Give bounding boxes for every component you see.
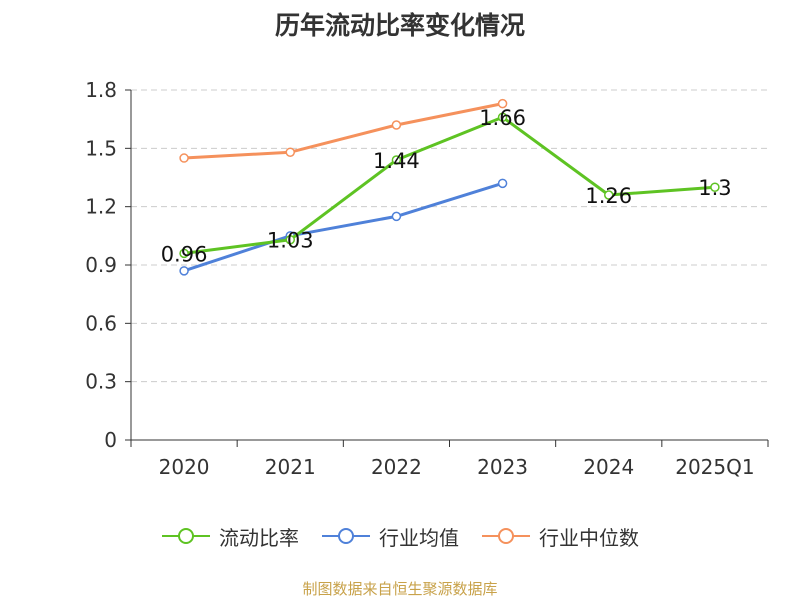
legend-item-industry-mean[interactable]: 行业均值 — [321, 522, 459, 551]
legend-marker-icon — [322, 528, 370, 544]
data-point — [497, 98, 508, 109]
series-line — [184, 102, 503, 160]
data-label: 1.3 — [698, 176, 731, 200]
legend-marker-icon — [162, 528, 210, 544]
y-tick-label: 0.9 — [85, 253, 117, 277]
data-label: 1.26 — [585, 184, 632, 208]
data-point — [497, 112, 508, 122]
y-tick-label: 0.6 — [85, 311, 117, 335]
y-tick-label: 1.2 — [85, 195, 117, 219]
x-tick-label: 2024 — [583, 455, 634, 479]
y-tick-label: 1.8 — [85, 78, 117, 102]
data-source-note: 制图数据来自恒生聚源数据库 — [302, 580, 498, 598]
data-point — [179, 248, 189, 259]
data-point — [179, 153, 189, 163]
data-point — [391, 120, 402, 130]
data-point — [179, 266, 189, 276]
data-label: 1.44 — [373, 149, 420, 173]
data-label: 1.66 — [479, 106, 526, 130]
y-tick-label: 0 — [104, 428, 117, 452]
y-tick-label: 0.3 — [85, 370, 117, 394]
series-line — [183, 115, 716, 255]
data-point — [285, 147, 295, 157]
data-point — [391, 211, 402, 222]
series-line — [183, 181, 504, 273]
grid-layer — [131, 89, 768, 383]
data-point — [285, 234, 295, 245]
x-tick-label: 2025Q1 — [675, 455, 754, 479]
legend-label: 行业中位数 — [539, 525, 639, 550]
data-point — [710, 182, 720, 192]
x-tick-label: 2022 — [371, 455, 422, 479]
axis-layer: 0 0.3 0.6 0.9 1.2 1.5 1.8 2020 2021 2022 2023 2024 2… — [85, 78, 769, 479]
y-tick-label: 1.5 — [85, 136, 117, 160]
data-point — [604, 190, 614, 200]
x-tick-label: 2020 — [159, 455, 210, 479]
x-tick-label: 2021 — [265, 455, 316, 479]
legend: 流动比率 行业均值 行业中位数 — [0, 521, 800, 551]
data-label: 1.03 — [267, 229, 314, 253]
legend-label: 行业均值 — [379, 525, 459, 550]
chart-title: 历年流动比率变化情况 — [274, 11, 525, 40]
legend-label: 流动比率 — [219, 525, 299, 550]
data-label: 0.96 — [161, 242, 208, 266]
legend-marker-icon — [482, 528, 530, 544]
series-layer — [179, 98, 720, 276]
x-tick-label: 2023 — [477, 455, 528, 479]
legend-item-industry-median[interactable]: 行业中位数 — [481, 522, 639, 551]
data-label-layer: 0.96 1.03 1.44 1.66 1.26 1.3 — [161, 106, 732, 266]
data-point — [391, 155, 402, 165]
legend-item-current-ratio[interactable]: 流动比率 — [161, 522, 299, 551]
data-point — [497, 178, 508, 189]
